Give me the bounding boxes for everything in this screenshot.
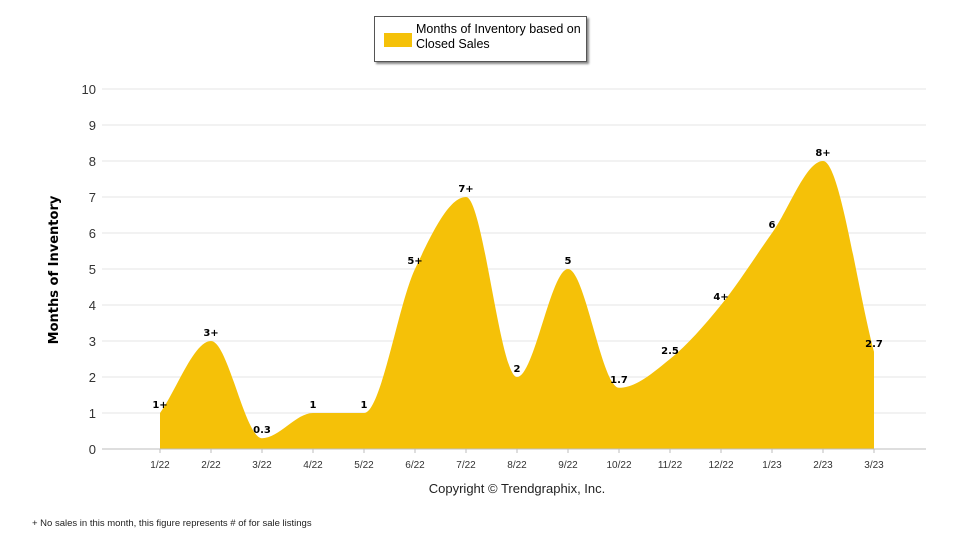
data-label: 3+ — [203, 328, 218, 339]
area-series — [160, 161, 874, 449]
y-tick-label: 1 — [89, 406, 96, 421]
data-label: 2.5 — [661, 346, 679, 357]
y-tick-label: 10 — [82, 82, 96, 97]
legend: Months of Inventory based on Closed Sale… — [374, 16, 587, 62]
x-tick-label: 8/22 — [507, 460, 527, 471]
y-tick-label: 4 — [89, 298, 96, 313]
legend-swatch — [384, 33, 412, 47]
data-label: 5+ — [407, 256, 422, 267]
data-label: 0.3 — [253, 425, 271, 436]
x-tick-label: 1/22 — [150, 460, 170, 471]
grid-lines — [102, 88, 926, 414]
x-tick-label: 9/22 — [558, 460, 578, 471]
x-tick-label: 2/23 — [813, 460, 833, 471]
x-tick-label: 1/23 — [762, 460, 782, 471]
data-label: 1 — [361, 400, 368, 411]
data-label: 4+ — [713, 292, 728, 303]
data-label: 1.7 — [610, 375, 628, 386]
y-tick-label: 2 — [89, 370, 96, 385]
data-label: 1+ — [152, 400, 167, 411]
x-tick-label: 2/22 — [201, 460, 221, 471]
y-tick-label: 5 — [89, 262, 96, 277]
y-tick-label: 6 — [89, 226, 96, 241]
x-tick-label: 11/22 — [658, 460, 683, 471]
area-fill — [160, 161, 874, 449]
x-tick-label: 4/22 — [303, 460, 323, 471]
x-tick-label: 12/22 — [708, 460, 733, 471]
y-tick-label: 3 — [89, 334, 96, 349]
data-labels: 1+ 3+ 0.3 1 1 5+ 7+ 2 5 1.7 2.5 4+ 6 8+ 2.7 — [152, 148, 883, 436]
x-tick-label: 7/22 — [456, 460, 476, 471]
y-tick-label: 8 — [89, 154, 96, 169]
data-label: 5 — [565, 256, 572, 267]
data-label: 1 — [310, 400, 317, 411]
footnote-text: + No sales in this month, this figure re… — [32, 518, 312, 529]
y-axis-title: Months of Inventory — [47, 195, 62, 344]
x-tick-label: 6/22 — [405, 460, 425, 471]
legend-label: Months of Inventory based on Closed Sale… — [416, 22, 581, 51]
x-tick-label: 5/22 — [354, 460, 374, 471]
y-tick-label: 7 — [89, 190, 96, 205]
data-label: 2 — [514, 364, 521, 375]
x-tick-label: 3/22 — [252, 460, 272, 471]
data-label: 8+ — [815, 148, 830, 159]
axes: 0 1 2 3 4 5 6 7 8 9 10 1/22 2/22 3/22 4/22 5/22 6/22 7/22… — [82, 82, 926, 471]
x-tick-label: 3/23 — [864, 460, 884, 471]
data-label: 7+ — [458, 184, 473, 195]
x-tick-label: 10/22 — [606, 460, 631, 471]
data-label: 6 — [769, 220, 776, 231]
y-tick-label: 9 — [89, 118, 96, 133]
y-tick-label: 0 — [89, 442, 96, 457]
data-label: 2.7 — [865, 339, 883, 350]
copyright-text: Copyright © Trendgraphix, Inc. — [428, 481, 606, 496]
